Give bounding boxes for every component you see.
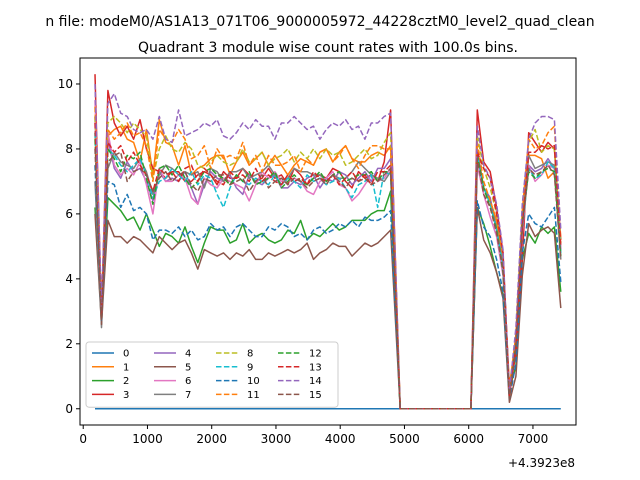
y-axis: 0 2 4 6 8 10 [58,77,80,416]
series-line-12 [94,139,562,410]
y-tick-label: 8 [65,142,73,156]
y-tick-label: 6 [65,207,73,221]
legend-label-2: 2 [123,376,129,387]
legend-label-12: 12 [309,349,322,360]
figure-suptitle: n file: modeM0/AS1A13_071T06_9000005972_… [45,14,594,30]
series-line-9 [94,132,562,410]
legend-label-10: 10 [247,376,260,387]
series-line-10 [94,165,562,410]
x-tick-label: 6000 [453,432,484,446]
x-tick-label: 2000 [196,432,227,446]
legend-label-14: 14 [309,376,322,387]
series-line-5 [94,206,562,410]
chart-title: Quadrant 3 module wise count rates with … [138,40,518,56]
legend-label-1: 1 [123,362,129,373]
legend-label-15: 15 [309,390,322,401]
x-tick-label: 1000 [132,432,163,446]
y-tick-label: 10 [58,77,73,91]
x-tick-label: 0 [79,432,87,446]
legend-box [85,341,339,408]
series-line-15 [94,148,562,410]
x-offset-label: +4.3923e8 [508,456,575,470]
legend-label-13: 13 [309,362,322,373]
plot-frame [79,57,577,426]
x-tick-label: 7000 [518,432,549,446]
x-tick-label: 4000 [325,432,356,446]
legend-label-5: 5 [185,362,191,373]
legend-label-8: 8 [247,349,253,360]
legend-label-4: 4 [185,349,191,360]
x-axis: 0 1000 2000 3000 4000 5000 6000 7000 [79,425,548,446]
legend-label-11: 11 [247,390,260,401]
y-tick-label: 4 [65,272,73,286]
legend-label-7: 7 [185,390,191,401]
legend-label-9: 9 [247,362,253,373]
x-tick-label: 3000 [261,432,292,446]
legend-label-6: 6 [185,376,191,387]
x-tick-label: 5000 [389,432,420,446]
legend-label-3: 3 [123,390,129,401]
series-layer [94,74,562,410]
y-tick-label: 0 [65,402,73,416]
series-line-2 [94,190,562,410]
y-tick-label: 2 [65,337,73,351]
legend-label-0: 0 [123,349,129,360]
series-line-14 [94,83,562,410]
series-line-13 [94,122,562,410]
